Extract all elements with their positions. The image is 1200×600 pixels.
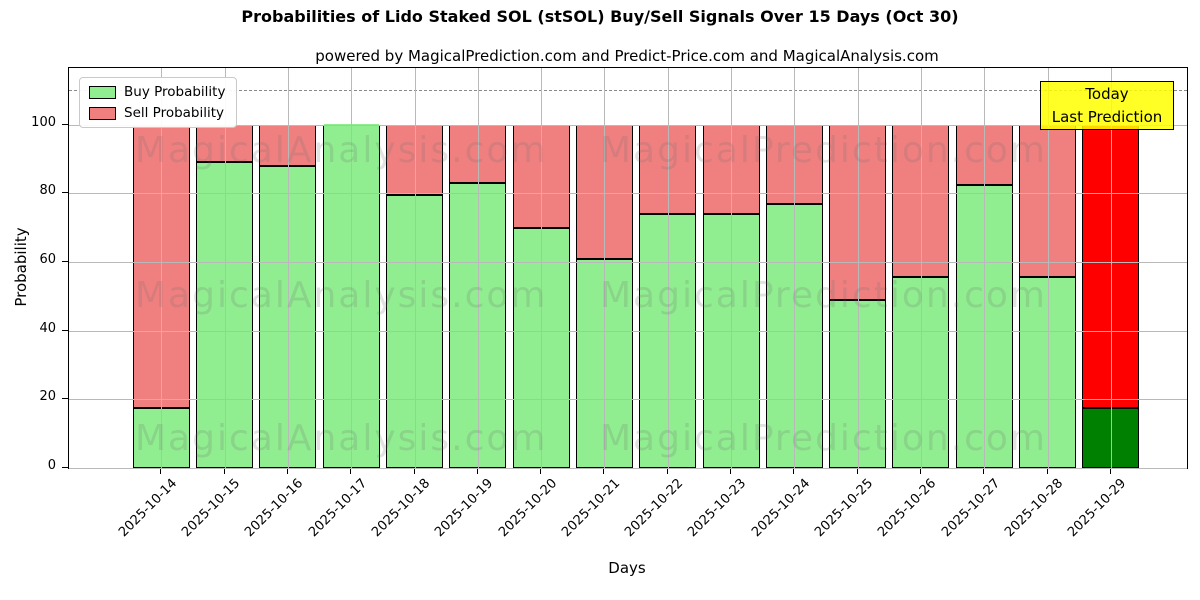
chart-subtitle: powered by MagicalPrediction.com and Pre… (315, 47, 939, 65)
x-tick-label: 2025-10-15 (179, 476, 244, 541)
sell-probability-swatch (89, 106, 116, 120)
x-tick-label: 2025-10-28 (1002, 476, 1067, 541)
legend-item-sell: Sell Probability (89, 105, 225, 121)
y-gridline-40 (69, 330, 1187, 332)
y-tick-60 (62, 260, 68, 262)
x-tick-2025-10-15 (223, 468, 225, 474)
x-tick-label: 2025-10-29 (1065, 476, 1130, 541)
today-annotation: Today Last Prediction (1040, 81, 1174, 130)
x-gridline-2025-10-26 (920, 68, 922, 468)
x-gridline-2025-10-23 (731, 68, 732, 468)
x-tick-2025-10-20 (540, 468, 542, 474)
legend-item-buy: Buy Probability (89, 84, 225, 100)
today-annotation-line2: Last Prediction (1051, 107, 1163, 126)
x-tick-label: 2025-10-17 (305, 476, 370, 541)
y-tick-label: 40 (39, 320, 56, 336)
y-tick-100 (62, 123, 68, 125)
x-gridline-2025-10-24 (794, 68, 796, 468)
x-gridline-2025-10-27 (984, 68, 986, 468)
x-axis-title: Days (608, 559, 646, 577)
x-gridline-2025-10-16 (287, 68, 289, 468)
chart-title: Probabilities of Lido Staked SOL (stSOL)… (241, 7, 959, 26)
x-tick-2025-10-21 (603, 468, 605, 474)
buy-probability-swatch (89, 85, 116, 99)
legend: Buy Probability Sell Probability (79, 77, 238, 128)
x-tick-2025-10-16 (286, 468, 288, 474)
x-tick-2025-10-28 (1046, 468, 1048, 474)
x-tick-label: 2025-10-23 (685, 476, 750, 541)
x-tick-label: 2025-10-22 (622, 476, 687, 541)
x-gridline-2025-10-14 (161, 68, 163, 468)
x-gridline-2025-10-28 (1047, 68, 1049, 468)
y-tick-label: 100 (31, 114, 56, 130)
y-gridline-0 (69, 468, 1187, 469)
x-tick-label: 2025-10-20 (495, 476, 560, 541)
today-annotation-line1: Today (1085, 85, 1129, 103)
x-tick-2025-10-23 (730, 468, 731, 474)
x-tick-label: 2025-10-25 (812, 476, 877, 541)
x-tick-2025-10-25 (856, 468, 858, 474)
dashed-reference-line (69, 90, 1187, 92)
legend-label-sell: Sell Probability (124, 105, 225, 121)
x-tick-2025-10-26 (919, 468, 921, 474)
x-tick-label: 2025-10-19 (432, 476, 497, 541)
plot-area (68, 67, 1188, 469)
x-tick-label: 2025-10-24 (748, 476, 813, 541)
x-tick-2025-10-19 (476, 468, 478, 474)
x-tick-label: 2025-10-14 (115, 476, 180, 541)
x-gridline-2025-10-21 (604, 68, 606, 468)
x-tick-label: 2025-10-18 (369, 476, 434, 541)
y-tick-label: 80 (39, 183, 56, 199)
x-gridline-2025-10-29 (1110, 68, 1112, 468)
x-tick-2025-10-18 (413, 468, 415, 474)
x-gridline-2025-10-25 (857, 68, 859, 468)
y-tick-label: 60 (39, 251, 56, 267)
x-tick-2025-10-24 (793, 468, 795, 474)
x-gridline-2025-10-15 (224, 68, 226, 468)
y-tick-80 (62, 192, 68, 194)
x-tick-2025-10-29 (1109, 468, 1111, 474)
x-tick-2025-10-14 (160, 468, 162, 474)
y-gridline-100 (69, 124, 1187, 126)
y-tick-label: 20 (39, 389, 56, 405)
x-gridline-2025-10-22 (667, 68, 669, 468)
x-tick-label: 2025-10-21 (558, 476, 624, 541)
y-gridline-80 (69, 193, 1187, 195)
x-gridline-2025-10-18 (414, 68, 416, 468)
x-tick-label: 2025-10-26 (875, 476, 940, 541)
x-gridline-2025-10-20 (541, 68, 543, 468)
x-tick-label: 2025-10-16 (242, 476, 307, 541)
x-tick-2025-10-22 (666, 468, 668, 474)
y-gridline-60 (69, 261, 1187, 263)
x-gridline-2025-10-17 (351, 68, 353, 468)
x-tick-2025-10-27 (983, 468, 985, 474)
y-tick-40 (62, 329, 68, 331)
y-tick-0 (62, 467, 68, 468)
x-tick-label: 2025-10-27 (938, 476, 1003, 541)
x-gridline-2025-10-19 (477, 68, 479, 468)
y-tick-label: 0 (47, 458, 56, 473)
y-gridline-20 (69, 399, 1187, 401)
x-tick-2025-10-17 (350, 468, 352, 474)
y-tick-20 (62, 398, 68, 400)
legend-label-buy: Buy Probability (124, 84, 226, 100)
